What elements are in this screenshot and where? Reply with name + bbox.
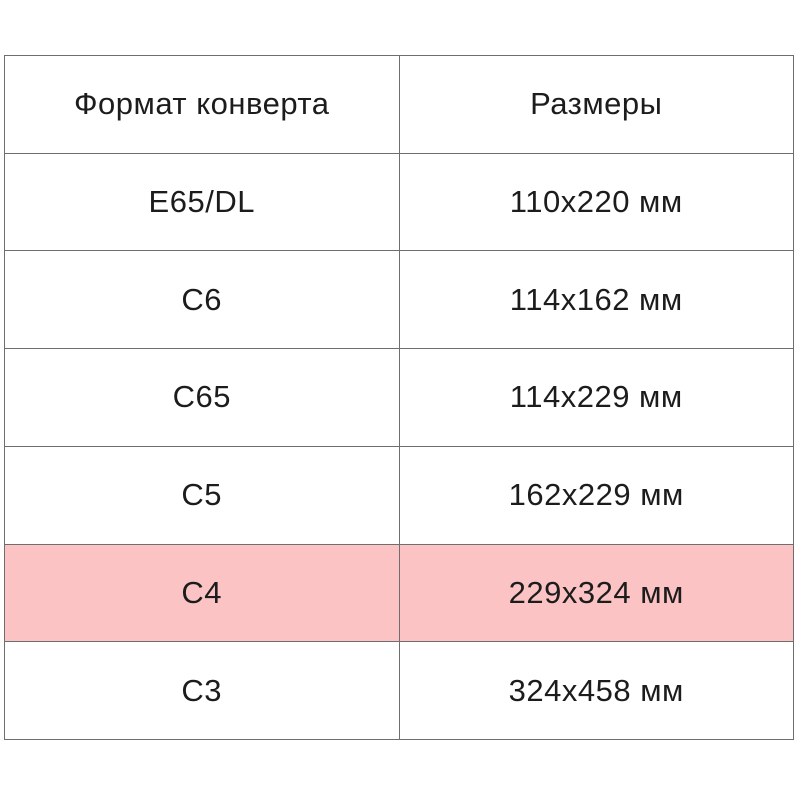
header-format: Формат конверта <box>4 55 400 154</box>
cell-size: 110x220 мм <box>398 152 794 252</box>
cell-format: C6 <box>4 250 400 350</box>
cell-size: 114x162 мм <box>398 250 794 350</box>
cell-format: C3 <box>4 641 400 740</box>
table-row-highlighted: C4 229x324 мм <box>4 543 794 643</box>
cell-format: C4 <box>4 543 400 643</box>
table-row: C5 162x229 мм <box>4 445 794 545</box>
cell-format: C5 <box>4 445 400 545</box>
header-size: Размеры <box>398 55 794 154</box>
cell-format: C65 <box>4 348 400 447</box>
table-row: C65 114x229 мм <box>4 348 794 447</box>
table-row: C3 324x458 мм <box>4 641 794 740</box>
envelope-size-table: Формат конверта Размеры E65/DL 110x220 м… <box>4 55 794 740</box>
cell-size: 162x229 мм <box>398 445 794 545</box>
cell-format: E65/DL <box>4 152 400 252</box>
cell-size: 114x229 мм <box>398 348 794 447</box>
table-row: E65/DL 110x220 мм <box>4 152 794 252</box>
table-header-row: Формат конверта Размеры <box>4 55 794 154</box>
cell-size: 324x458 мм <box>398 641 794 740</box>
table-row: C6 114x162 мм <box>4 250 794 350</box>
cell-size: 229x324 мм <box>398 543 794 643</box>
